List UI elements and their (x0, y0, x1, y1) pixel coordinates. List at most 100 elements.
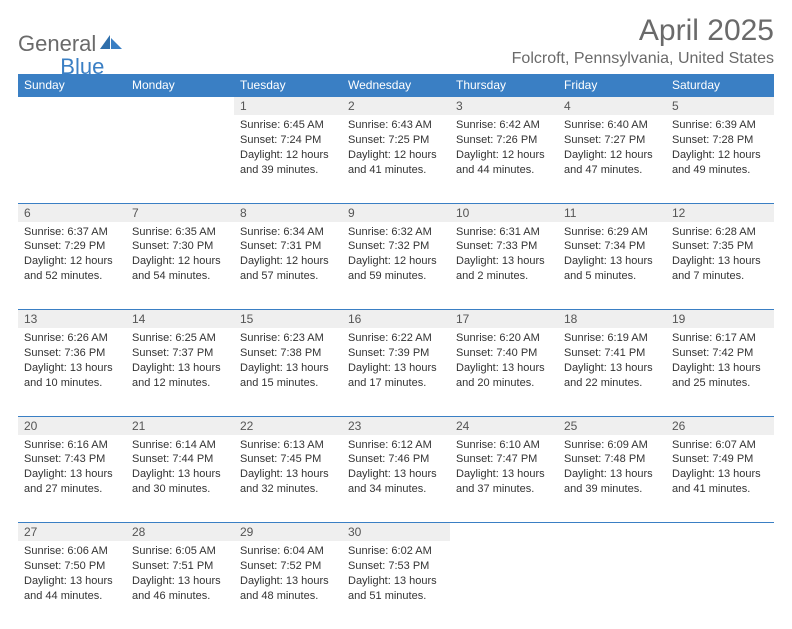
day-cell: Sunrise: 6:31 AMSunset: 7:33 PMDaylight:… (450, 222, 558, 310)
sunrise-text: Sunrise: 6:34 AM (240, 225, 336, 240)
day-cell: Sunrise: 6:17 AMSunset: 7:42 PMDaylight:… (666, 328, 774, 416)
day-number: 6 (18, 203, 126, 222)
day-number: 4 (558, 97, 666, 116)
day-cell: Sunrise: 6:22 AMSunset: 7:39 PMDaylight:… (342, 328, 450, 416)
sunset-text: Sunset: 7:40 PM (456, 346, 552, 361)
sunset-text: Sunset: 7:36 PM (24, 346, 120, 361)
day-number: 14 (126, 310, 234, 329)
sunrise-text: Sunrise: 6:10 AM (456, 438, 552, 453)
day-number-row: 12345 (18, 97, 774, 116)
weekday-header: Wednesday (342, 74, 450, 97)
sunset-text: Sunset: 7:35 PM (672, 239, 768, 254)
empty-day (666, 523, 774, 542)
day-number-row: 27282930 (18, 523, 774, 542)
sunset-text: Sunset: 7:38 PM (240, 346, 336, 361)
day-cell: Sunrise: 6:19 AMSunset: 7:41 PMDaylight:… (558, 328, 666, 416)
day-content-row: Sunrise: 6:06 AMSunset: 7:50 PMDaylight:… (18, 541, 774, 629)
day-cell: Sunrise: 6:35 AMSunset: 7:30 PMDaylight:… (126, 222, 234, 310)
sunrise-text: Sunrise: 6:12 AM (348, 438, 444, 453)
sunrise-text: Sunrise: 6:19 AM (564, 331, 660, 346)
sunset-text: Sunset: 7:39 PM (348, 346, 444, 361)
day-number: 7 (126, 203, 234, 222)
day-content-row: Sunrise: 6:26 AMSunset: 7:36 PMDaylight:… (18, 328, 774, 416)
empty-day (126, 97, 234, 116)
daylight-text: Daylight: 12 hours and 59 minutes. (348, 254, 444, 284)
sunset-text: Sunset: 7:41 PM (564, 346, 660, 361)
day-cell: Sunrise: 6:12 AMSunset: 7:46 PMDaylight:… (342, 435, 450, 523)
sunrise-text: Sunrise: 6:42 AM (456, 118, 552, 133)
day-number: 16 (342, 310, 450, 329)
sunrise-text: Sunrise: 6:39 AM (672, 118, 768, 133)
day-number: 23 (342, 416, 450, 435)
sunset-text: Sunset: 7:33 PM (456, 239, 552, 254)
day-number-row: 6789101112 (18, 203, 774, 222)
daylight-text: Daylight: 13 hours and 51 minutes. (348, 574, 444, 604)
empty-day (558, 541, 666, 629)
day-cell: Sunrise: 6:07 AMSunset: 7:49 PMDaylight:… (666, 435, 774, 523)
daylight-text: Daylight: 12 hours and 49 minutes. (672, 148, 768, 178)
empty-day (18, 97, 126, 116)
weekday-header-row: SundayMondayTuesdayWednesdayThursdayFrid… (18, 74, 774, 97)
sunset-text: Sunset: 7:53 PM (348, 559, 444, 574)
day-cell: Sunrise: 6:23 AMSunset: 7:38 PMDaylight:… (234, 328, 342, 416)
daylight-text: Daylight: 13 hours and 30 minutes. (132, 467, 228, 497)
sunset-text: Sunset: 7:32 PM (348, 239, 444, 254)
day-number: 3 (450, 97, 558, 116)
day-cell: Sunrise: 6:05 AMSunset: 7:51 PMDaylight:… (126, 541, 234, 629)
calendar-table: SundayMondayTuesdayWednesdayThursdayFrid… (18, 74, 774, 629)
brand-sail-icon (100, 33, 122, 56)
daylight-text: Daylight: 12 hours and 41 minutes. (348, 148, 444, 178)
day-cell: Sunrise: 6:06 AMSunset: 7:50 PMDaylight:… (18, 541, 126, 629)
day-number: 18 (558, 310, 666, 329)
sunset-text: Sunset: 7:37 PM (132, 346, 228, 361)
sunset-text: Sunset: 7:49 PM (672, 452, 768, 467)
sunrise-text: Sunrise: 6:32 AM (348, 225, 444, 240)
day-number-row: 13141516171819 (18, 310, 774, 329)
sunset-text: Sunset: 7:42 PM (672, 346, 768, 361)
sunrise-text: Sunrise: 6:04 AM (240, 544, 336, 559)
brand-blue-text: Blue (60, 54, 104, 80)
day-content-row: Sunrise: 6:16 AMSunset: 7:43 PMDaylight:… (18, 435, 774, 523)
day-number: 9 (342, 203, 450, 222)
day-number: 1 (234, 97, 342, 116)
weekday-header: Saturday (666, 74, 774, 97)
sunset-text: Sunset: 7:45 PM (240, 452, 336, 467)
sunset-text: Sunset: 7:28 PM (672, 133, 768, 148)
sunset-text: Sunset: 7:29 PM (24, 239, 120, 254)
daylight-text: Daylight: 13 hours and 44 minutes. (24, 574, 120, 604)
day-number: 19 (666, 310, 774, 329)
title-block: April 2025 Folcroft, Pennsylvania, Unite… (512, 14, 774, 68)
page-title: April 2025 (512, 14, 774, 48)
sunset-text: Sunset: 7:48 PM (564, 452, 660, 467)
day-cell: Sunrise: 6:13 AMSunset: 7:45 PMDaylight:… (234, 435, 342, 523)
weekday-header: Thursday (450, 74, 558, 97)
daylight-text: Daylight: 13 hours and 25 minutes. (672, 361, 768, 391)
brand-logo: General Blue (18, 14, 104, 68)
sunrise-text: Sunrise: 6:31 AM (456, 225, 552, 240)
sunrise-text: Sunrise: 6:23 AM (240, 331, 336, 346)
sunrise-text: Sunrise: 6:37 AM (24, 225, 120, 240)
sunset-text: Sunset: 7:30 PM (132, 239, 228, 254)
empty-day (18, 115, 126, 203)
empty-day (126, 115, 234, 203)
day-cell: Sunrise: 6:20 AMSunset: 7:40 PMDaylight:… (450, 328, 558, 416)
sunrise-text: Sunrise: 6:14 AM (132, 438, 228, 453)
sunrise-text: Sunrise: 6:09 AM (564, 438, 660, 453)
empty-day (666, 541, 774, 629)
empty-day (558, 523, 666, 542)
day-number: 21 (126, 416, 234, 435)
day-number: 24 (450, 416, 558, 435)
sunrise-text: Sunrise: 6:22 AM (348, 331, 444, 346)
day-number: 29 (234, 523, 342, 542)
daylight-text: Daylight: 13 hours and 2 minutes. (456, 254, 552, 284)
sunrise-text: Sunrise: 6:40 AM (564, 118, 660, 133)
sunset-text: Sunset: 7:27 PM (564, 133, 660, 148)
day-cell: Sunrise: 6:34 AMSunset: 7:31 PMDaylight:… (234, 222, 342, 310)
daylight-text: Daylight: 13 hours and 34 minutes. (348, 467, 444, 497)
weekday-header: Tuesday (234, 74, 342, 97)
day-cell: Sunrise: 6:28 AMSunset: 7:35 PMDaylight:… (666, 222, 774, 310)
sunrise-text: Sunrise: 6:43 AM (348, 118, 444, 133)
day-cell: Sunrise: 6:14 AMSunset: 7:44 PMDaylight:… (126, 435, 234, 523)
day-number: 28 (126, 523, 234, 542)
location-text: Folcroft, Pennsylvania, United States (512, 50, 774, 68)
